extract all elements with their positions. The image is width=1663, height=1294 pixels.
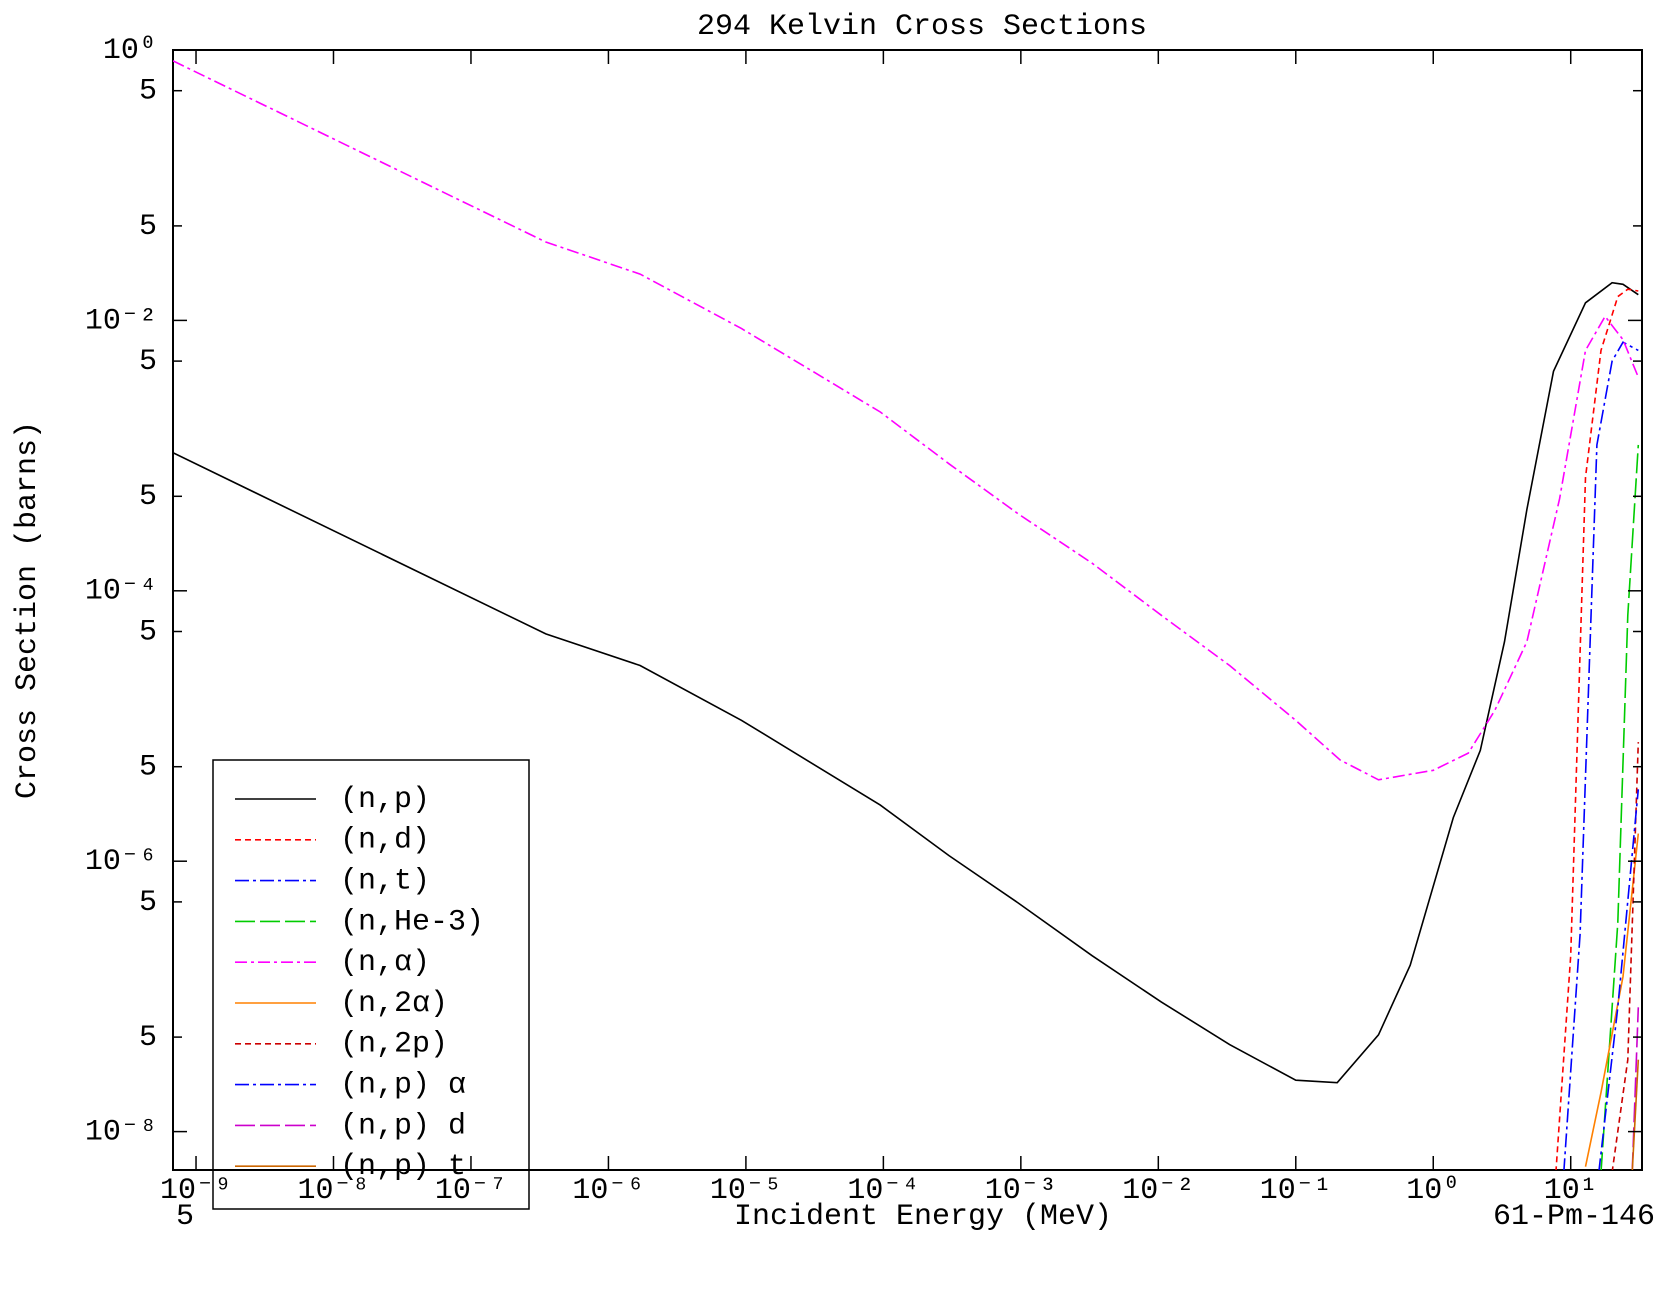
y-tick-label: 5	[139, 75, 157, 109]
x-tick-label: 10⁻³	[985, 1174, 1057, 1208]
series-line	[1563, 341, 1639, 1170]
x-tick-label: 10⁻⁶	[572, 1174, 644, 1208]
x-tick-label: 10⁰	[1406, 1174, 1460, 1208]
legend-label: (n,He-3)	[340, 905, 484, 939]
y-tick-label: 5	[139, 345, 157, 379]
legend-label: (n,p) α	[340, 1069, 466, 1103]
y-tick-label: 5	[139, 1021, 157, 1055]
y-tick-label: 5	[139, 210, 157, 244]
legend-label: (n,t)	[340, 865, 430, 899]
chart-title: 294 Kelvin Cross Sections	[697, 10, 1147, 44]
legend-label: (n,p)	[340, 783, 430, 817]
x-tick-label: 10⁻⁵	[710, 1174, 782, 1208]
plot-frame	[172, 49, 1643, 1171]
x-tick-label: 10⁻⁷	[435, 1174, 507, 1208]
y-tick-label: 10⁻⁴	[85, 575, 157, 609]
x-axis-label: Incident Energy (MeV)	[734, 1200, 1112, 1234]
series-line	[1555, 288, 1639, 1170]
legend-label: (n,α)	[340, 946, 430, 980]
y-axis-label: Cross Section (barns)	[11, 421, 45, 799]
x-tick-label: 10⁻⁴	[847, 1174, 919, 1208]
y-tick-label: 10⁻⁸	[85, 1116, 157, 1150]
x-tick-label: 10⁻⁹	[160, 1174, 232, 1208]
y-tick-label: 10⁻²	[85, 304, 157, 338]
series-line	[1598, 789, 1640, 1170]
legend-label: (n,p) d	[340, 1109, 466, 1143]
series-layer	[173, 60, 1640, 1170]
legend-label: (n,p) t	[340, 1150, 466, 1184]
legend-label: (n,2α)	[340, 987, 448, 1021]
y-tick-label: 5	[139, 480, 157, 514]
x-tick-label: 10⁻¹	[1260, 1174, 1332, 1208]
legend-label: (n,d)	[340, 824, 430, 858]
legend-label: (n,2p)	[340, 1028, 448, 1062]
annotation: 61-Pm-146	[1493, 1200, 1655, 1234]
series-line	[173, 60, 1640, 781]
y-tick-label: 10⁰	[103, 34, 157, 68]
series-line	[173, 281, 1639, 1084]
y-tick-label: 5	[139, 615, 157, 649]
y-tick-label: 10⁻⁶	[85, 845, 157, 879]
y-tick-label: 5	[139, 886, 157, 920]
series-line	[1631, 1059, 1640, 1170]
y-tick-label: 5	[139, 751, 157, 785]
x-tick-label: 10⁻⁸	[297, 1174, 369, 1208]
annotation: 5	[176, 1200, 194, 1234]
x-tick-label: 10¹	[1544, 1174, 1598, 1208]
series-line	[1611, 742, 1640, 1170]
legend-box	[212, 759, 530, 1210]
series-line	[1584, 833, 1640, 1167]
x-tick-label: 10⁻²	[1122, 1174, 1194, 1208]
